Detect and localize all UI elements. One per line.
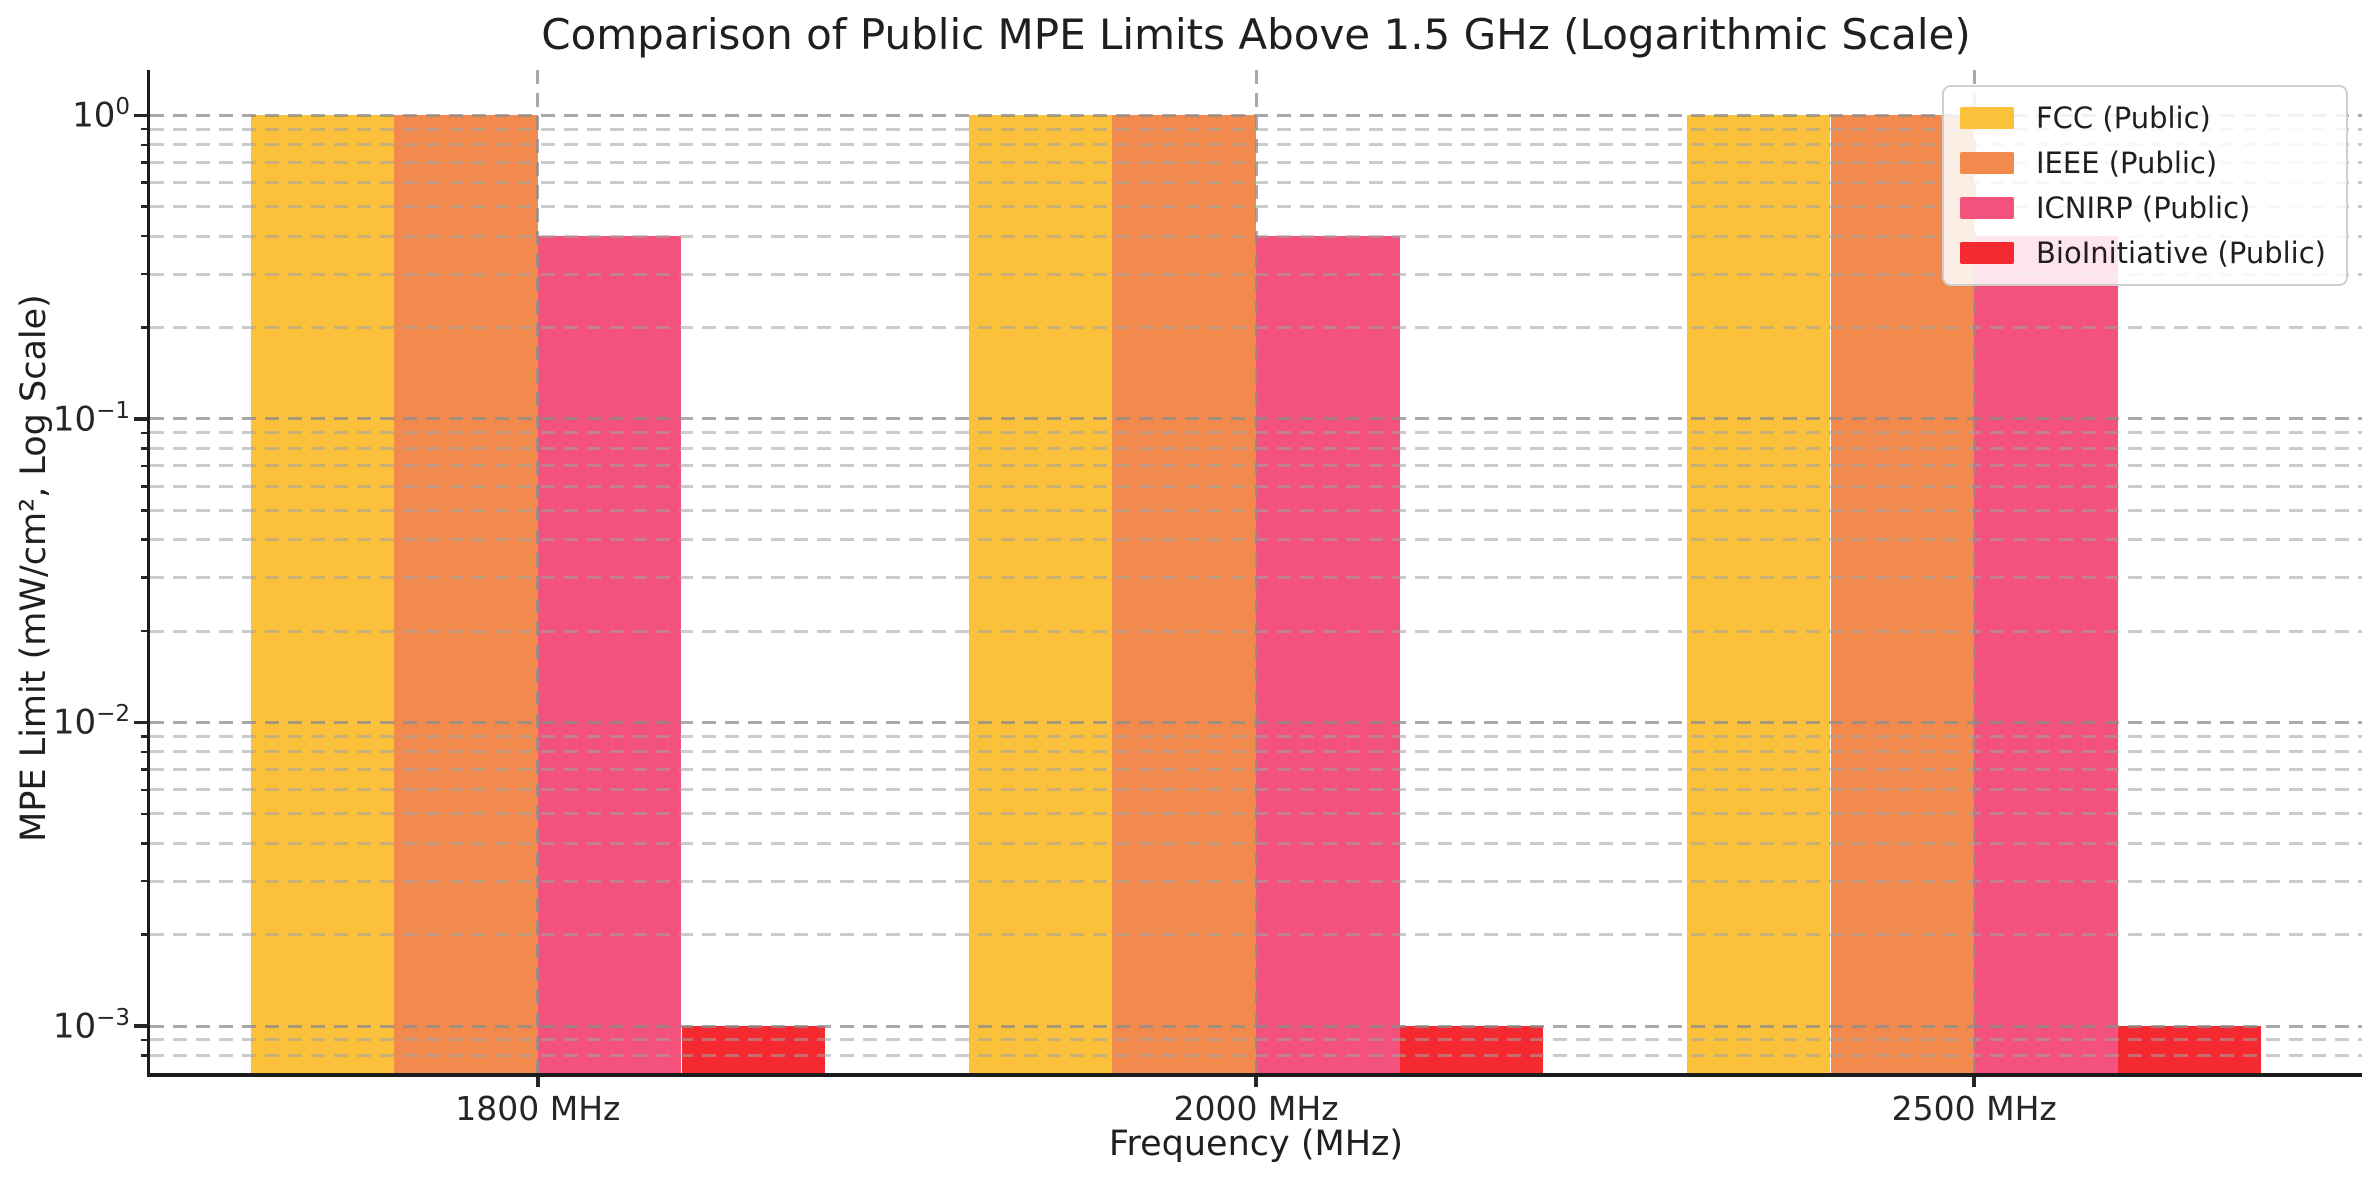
y-axis-spine bbox=[146, 70, 150, 1077]
y-tick-mark-minor bbox=[141, 735, 150, 738]
legend: FCC (Public) IEEE (Public) ICNIRP (Public)… bbox=[1942, 85, 2348, 286]
legend-item: IEEE (Public) bbox=[1960, 146, 2326, 180]
bar bbox=[250, 115, 395, 1073]
y-tick-mark-minor bbox=[141, 181, 150, 184]
legend-item: BioInitiative (Public) bbox=[1960, 236, 2326, 270]
bar bbox=[1399, 1026, 1544, 1073]
gridline-vertical bbox=[1254, 70, 1258, 1073]
y-tick-mark-minor bbox=[141, 485, 150, 488]
y-tick-mark-minor bbox=[141, 576, 150, 579]
y-axis-label: MPE Limit (mW/cm², Log Scale) bbox=[14, 294, 54, 842]
bar bbox=[394, 115, 538, 1073]
bar bbox=[2117, 1026, 2262, 1073]
y-tick-mark-minor bbox=[141, 812, 150, 815]
bar bbox=[1686, 115, 1831, 1073]
gridline-vertical bbox=[1972, 70, 1976, 1073]
x-axis-spine bbox=[146, 1073, 2362, 1077]
y-tick-mark-minor bbox=[141, 205, 150, 208]
y-tick-mark-minor bbox=[141, 326, 150, 329]
x-axis-label: Frequency (MHz) bbox=[1108, 1124, 1404, 1164]
y-tick-mark-minor bbox=[141, 933, 150, 936]
x-tick-label: 2500 MHz bbox=[1891, 1089, 2057, 1128]
bar bbox=[1974, 236, 2118, 1073]
y-tick-mark-minor bbox=[141, 431, 150, 434]
y-tick-label: 10−2 bbox=[52, 701, 130, 743]
y-tick-label: 10−1 bbox=[52, 397, 130, 440]
bar bbox=[681, 1026, 826, 1073]
y-tick-mark-minor bbox=[141, 143, 150, 146]
x-tick-mark bbox=[1254, 1073, 1258, 1087]
y-tick-mark-minor bbox=[141, 768, 150, 771]
y-tick-mark-minor bbox=[141, 842, 150, 845]
legend-label: FCC (Public) bbox=[2036, 101, 2211, 135]
legend-swatch bbox=[1960, 242, 2014, 264]
legend-item: ICNIRP (Public) bbox=[1960, 191, 2326, 225]
x-tick-label: 1800 MHz bbox=[455, 1089, 621, 1128]
legend-swatch bbox=[1960, 152, 2014, 174]
chart-title: Comparison of Public MPE Limits Above 1.… bbox=[541, 10, 1971, 59]
y-tick-mark-minor bbox=[141, 629, 150, 633]
legend-swatch bbox=[1960, 197, 2014, 219]
x-tick-label: 2000 MHz bbox=[1173, 1089, 1339, 1128]
y-tick-mark-minor bbox=[141, 750, 150, 754]
gridline-vertical bbox=[536, 70, 540, 1073]
y-tick-mark bbox=[134, 417, 150, 421]
y-tick-mark-minor bbox=[141, 1038, 150, 1042]
y-tick-mark bbox=[134, 720, 150, 725]
y-tick-mark-minor bbox=[141, 161, 150, 164]
legend-swatch bbox=[1960, 107, 2014, 129]
y-tick-mark-minor bbox=[141, 234, 150, 238]
y-tick-mark-minor bbox=[141, 788, 150, 791]
y-tick-mark-minor bbox=[141, 272, 150, 276]
y-tick-label: 100 bbox=[72, 94, 130, 136]
y-tick-label: 10−3 bbox=[52, 1005, 130, 1047]
bar bbox=[1112, 115, 1256, 1073]
bar bbox=[1256, 236, 1400, 1073]
legend-label: BioInitiative (Public) bbox=[2036, 236, 2326, 270]
legend-label: ICNIRP (Public) bbox=[2036, 191, 2251, 225]
y-tick-mark-minor bbox=[141, 538, 150, 541]
legend-item: FCC (Public) bbox=[1960, 101, 2326, 135]
x-tick-mark bbox=[1972, 1073, 1976, 1087]
legend-label: IEEE (Public) bbox=[2036, 146, 2218, 180]
bar bbox=[537, 236, 682, 1073]
bar bbox=[968, 115, 1113, 1073]
x-tick-mark bbox=[536, 1073, 540, 1087]
y-tick-mark-minor bbox=[141, 1054, 150, 1057]
y-tick-mark-minor bbox=[141, 127, 150, 131]
y-tick-mark bbox=[134, 113, 150, 117]
y-tick-mark-minor bbox=[141, 464, 150, 468]
y-tick-mark bbox=[134, 1024, 150, 1028]
y-tick-mark-minor bbox=[141, 509, 150, 512]
y-tick-mark-minor bbox=[141, 447, 150, 450]
y-tick-mark-minor bbox=[141, 879, 150, 883]
